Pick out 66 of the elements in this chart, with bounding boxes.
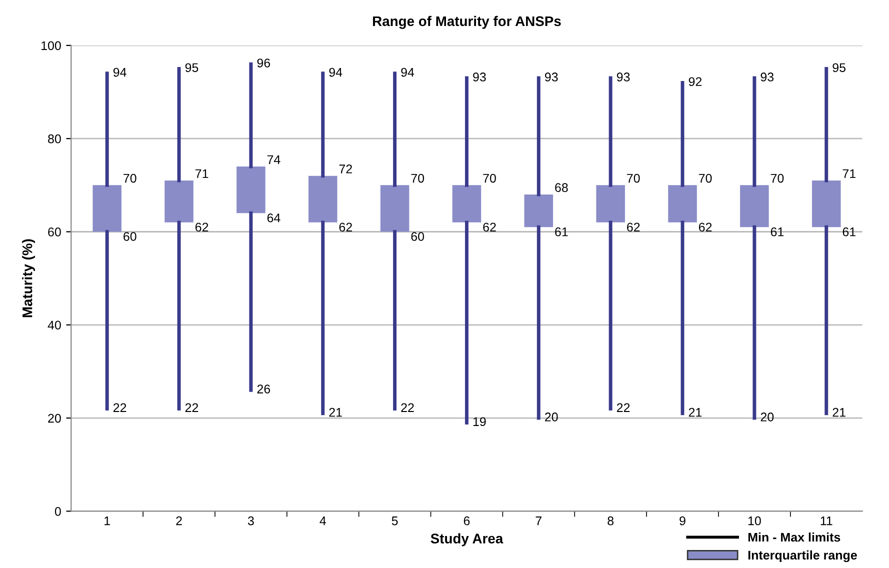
annotation: 61 [555, 227, 568, 236]
annotation: 93 [760, 72, 774, 82]
annotation: 68 [555, 183, 568, 192]
annotation: 93 [544, 72, 558, 82]
x-tick-label: 6 [464, 516, 470, 526]
annotation: 71 [842, 169, 856, 178]
annotation: 62 [627, 222, 640, 232]
annotation: 19 [473, 417, 486, 426]
y-tick-label: 0 [54, 507, 61, 516]
y-tick-label: 20 [48, 414, 61, 423]
y-tick-label: 100 [41, 41, 61, 50]
chart-title: Range of Maturity for ANSPs [373, 16, 561, 29]
x-tick-label: 8 [608, 516, 614, 526]
annotation: 95 [832, 63, 846, 72]
annotation: 70 [411, 174, 424, 183]
annotation: 94 [329, 68, 342, 77]
x-tick-label: 7 [536, 516, 542, 526]
annotation: 93 [616, 72, 630, 82]
annotation: 70 [124, 174, 136, 183]
annotation: 62 [483, 222, 496, 232]
annotation: 20 [760, 412, 774, 422]
annotation: 60 [124, 232, 136, 241]
annotation: 26 [257, 384, 270, 394]
x-tick-label: 5 [392, 516, 398, 526]
annotation: 22 [401, 403, 414, 412]
y-tick-label: 40 [48, 320, 61, 330]
annotation: 70 [698, 174, 712, 183]
annotation: 21 [329, 408, 342, 417]
annotation: 61 [770, 227, 784, 236]
y-tick-label: 60 [48, 228, 61, 236]
text: Min - Max limits [748, 532, 840, 542]
annotation: 93 [473, 72, 486, 82]
annotation: 61 [842, 227, 856, 236]
annotation: 70 [483, 174, 496, 183]
annotation: 21 [688, 408, 702, 417]
annotation: 70 [627, 174, 640, 183]
annotation: 22 [185, 403, 198, 412]
annotation: 62 [698, 222, 712, 232]
x-tick-label: 11 [820, 516, 832, 526]
x-tick-label: 1 [104, 516, 110, 526]
x-axis-title: Study Area [430, 533, 504, 546]
annotation: 94 [113, 68, 126, 77]
annotation: 72 [339, 164, 352, 174]
annotation: 92 [688, 77, 702, 86]
y-tick-label: 80 [48, 134, 61, 144]
annotation: 62 [195, 222, 208, 232]
annotation: 71 [195, 169, 208, 178]
annotation: 96 [257, 58, 270, 68]
annotation: 94 [401, 68, 414, 77]
annotation: 60 [411, 232, 424, 241]
annotation: 62 [339, 222, 352, 232]
annotation: 95 [185, 63, 198, 72]
y-axis-title: Maturity (%) [22, 239, 35, 318]
annotation: 22 [616, 403, 630, 412]
x-tick-label: 2 [176, 516, 182, 526]
x-tick-label: 4 [320, 516, 326, 526]
x-tick-label: 9 [680, 516, 686, 526]
annotation: 70 [770, 174, 784, 183]
annotation: 64 [267, 213, 280, 222]
annotation: 74 [267, 155, 280, 164]
annotation: 20 [545, 412, 558, 422]
annotation: 22 [113, 403, 126, 412]
annotation: 21 [832, 408, 846, 417]
x-tick-label: 10 [748, 516, 761, 526]
x-tick-label: 3 [248, 516, 254, 526]
legend-label: Interquartile range [748, 550, 857, 562]
